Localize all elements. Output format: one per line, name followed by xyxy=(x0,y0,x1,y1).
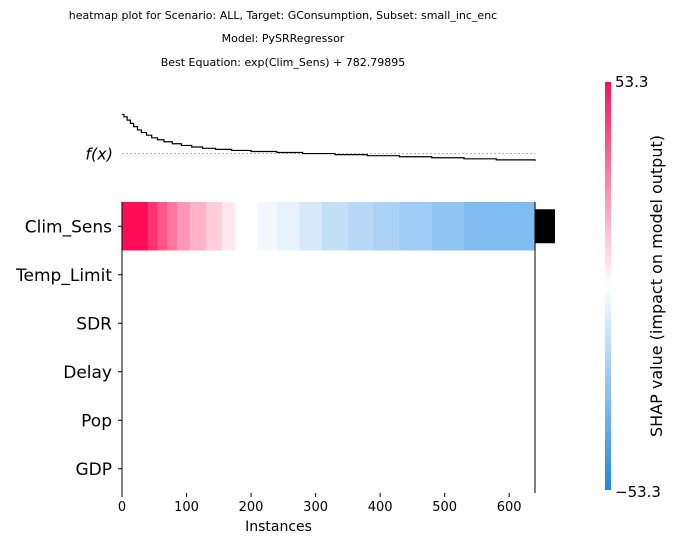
feature-importance-bars xyxy=(535,209,555,244)
x-tick-label: 600 xyxy=(497,500,522,515)
feature-label: Clim_Sens xyxy=(25,217,112,237)
heatmap-cell xyxy=(373,202,401,251)
colorbar-label: SHAP value (impact on model output) xyxy=(647,135,666,437)
x-tick-label: 500 xyxy=(432,500,457,515)
heatmap-cell xyxy=(257,202,278,251)
heatmap-cell xyxy=(234,202,259,251)
heatmap-cell xyxy=(176,202,191,251)
colorbar-gradient xyxy=(605,82,611,490)
feature-labels: Clim_Sens Temp_Limit SDR Delay Pop GDP xyxy=(15,217,122,480)
heatmap-cell xyxy=(157,202,168,251)
heatmap-cell xyxy=(299,202,323,251)
x-tick-label: 200 xyxy=(239,500,264,515)
colorbar-max-label: 53.3 xyxy=(615,73,648,91)
colorbar: 53.3 −53.3 SHAP value (impact on model o… xyxy=(605,73,666,501)
feature-importance-bar xyxy=(535,209,555,244)
chart-title-line-3: Best Equation: exp(Clim_Sens) + 782.7989… xyxy=(160,56,406,69)
heatmap-cell xyxy=(322,202,349,251)
x-tick-label: 300 xyxy=(303,500,328,515)
fx-panel: f(x) xyxy=(85,113,536,164)
heatmap-cell xyxy=(147,202,159,251)
x-tick-label: 0 xyxy=(118,500,126,515)
chart-title-line-2: Model: PySRRegressor xyxy=(221,32,345,45)
feature-label: Delay xyxy=(63,363,112,383)
heatmap-cell xyxy=(464,202,536,251)
x-tick-label: 400 xyxy=(368,500,393,515)
x-tick-label: 100 xyxy=(174,500,199,515)
heatmap-cell xyxy=(189,202,207,251)
heatmap-cell xyxy=(276,202,301,251)
fx-label: f(x) xyxy=(85,145,113,164)
feature-label: Temp_Limit xyxy=(15,266,112,286)
feature-label: Pop xyxy=(81,411,112,431)
heatmap-cell xyxy=(222,202,236,251)
heatmap-cell xyxy=(167,202,178,251)
heatmap-cell xyxy=(205,202,223,251)
chart-title-line-1: heatmap plot for Scenario: ALL, Target: … xyxy=(68,9,498,22)
heatmap-cell xyxy=(431,202,465,251)
fx-curve xyxy=(122,113,536,161)
heatmap-cell xyxy=(347,202,375,251)
heatmap-cell xyxy=(399,202,433,251)
x-axis-label: Instances xyxy=(245,519,312,535)
axes: 0 100 200 300 400 500 600 Instances xyxy=(118,202,536,535)
feature-label: SDR xyxy=(76,314,112,334)
feature-label: GDP xyxy=(75,460,112,480)
colorbar-min-label: −53.3 xyxy=(615,483,661,501)
heatmap-cells xyxy=(122,202,536,251)
heatmap-cell xyxy=(122,202,149,251)
